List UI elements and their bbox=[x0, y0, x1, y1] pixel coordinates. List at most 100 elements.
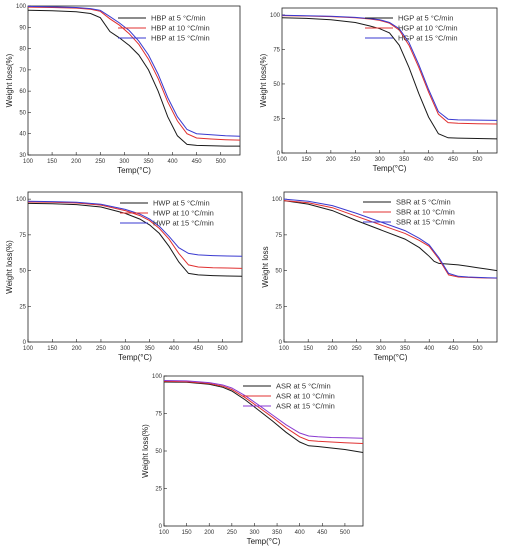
x-tick-label: 300 bbox=[375, 157, 386, 163]
legend-entry: ASR at 10 °C/min bbox=[276, 392, 335, 401]
legend-entry: HGP at 15 °C/min bbox=[398, 34, 458, 43]
y-tick-label: 100 bbox=[16, 4, 27, 10]
legend-entry: HGP at 5 °C/min bbox=[398, 14, 453, 23]
x-tick-label: 400 bbox=[295, 530, 306, 536]
x-tick-label: 100 bbox=[279, 346, 290, 352]
x-tick-label: 250 bbox=[352, 346, 363, 352]
y-tick-label: 25 bbox=[19, 304, 26, 310]
x-tick-label: 450 bbox=[193, 346, 204, 352]
y-tick-label: 100 bbox=[16, 197, 27, 203]
series-line-1 bbox=[163, 381, 364, 453]
y-axis-label: Weight loss(%) bbox=[5, 53, 14, 107]
legend-entry: ASR at 5 °C/min bbox=[276, 382, 331, 391]
chart-4: 100 150 200 250 300 350 400 450 500 0 25 50 75 100 Tem… bbox=[261, 191, 498, 362]
legend-entry: ASR at 15 °C/min bbox=[276, 402, 335, 411]
x-tick-label: 300 bbox=[119, 159, 130, 165]
x-tick-label: 150 bbox=[182, 530, 193, 536]
x-tick-label: 350 bbox=[143, 159, 154, 165]
x-tick-label: 200 bbox=[204, 530, 215, 536]
x-tick-label: 350 bbox=[399, 157, 410, 163]
y-tick-label: 60 bbox=[19, 89, 26, 95]
x-tick-label: 350 bbox=[272, 530, 283, 536]
y-tick-label: 75 bbox=[275, 233, 282, 239]
y-tick-label: 80 bbox=[19, 47, 26, 53]
x-tick-label: 200 bbox=[326, 157, 337, 163]
y-tick-label: 0 bbox=[159, 524, 163, 530]
plot-area bbox=[163, 375, 364, 527]
legend-entry: SBR at 10 °C/min bbox=[396, 208, 455, 217]
y-tick-label: 0 bbox=[277, 151, 281, 157]
x-tick-label: 150 bbox=[47, 346, 58, 352]
x-tick-label: 200 bbox=[71, 159, 82, 165]
y-tick-label: 0 bbox=[23, 340, 27, 346]
x-tick-label: 150 bbox=[47, 159, 58, 165]
series-line-3 bbox=[27, 200, 243, 257]
x-tick-label: 150 bbox=[303, 346, 314, 352]
x-tick-label: 250 bbox=[227, 530, 238, 536]
series-line-3 bbox=[283, 198, 498, 279]
x-tick-label: 450 bbox=[192, 159, 203, 165]
x-tick-label: 400 bbox=[169, 346, 180, 352]
y-tick-label: 0 bbox=[279, 340, 283, 346]
plot-area bbox=[27, 5, 241, 156]
x-tick-label: 100 bbox=[23, 346, 34, 352]
legend-entry: HBP at 10 °C/min bbox=[151, 24, 210, 33]
x-tick-label: 250 bbox=[95, 159, 106, 165]
x-tick-label: 250 bbox=[350, 157, 361, 163]
y-tick-label: 75 bbox=[155, 412, 162, 418]
legend-entry: SBR at 5 °C/min bbox=[396, 198, 451, 207]
legend-entry: HWP at 10 °C/min bbox=[153, 209, 214, 218]
y-tick-label: 100 bbox=[272, 197, 283, 203]
y-tick-label: 25 bbox=[155, 487, 162, 493]
y-axis-label: Weight loss(%) bbox=[141, 424, 150, 478]
y-tick-label: 100 bbox=[270, 13, 281, 19]
y-tick-label: 50 bbox=[273, 82, 280, 88]
plot-area bbox=[283, 191, 498, 343]
x-tick-label: 150 bbox=[301, 157, 312, 163]
x-tick-label: 100 bbox=[23, 159, 34, 165]
x-tick-label: 100 bbox=[277, 157, 288, 163]
chart-5: 100 150 200 250 300 350 400 450 500 0 25 50 75 100 Tem… bbox=[141, 374, 364, 546]
y-tick-label: 70 bbox=[19, 68, 26, 74]
y-tick-label: 75 bbox=[19, 233, 26, 239]
x-tick-label: 350 bbox=[145, 346, 156, 352]
x-axis-label: Temp(°C) bbox=[373, 164, 407, 173]
x-tick-label: 400 bbox=[424, 157, 435, 163]
series-line-2 bbox=[163, 380, 364, 444]
y-tick-label: 50 bbox=[19, 269, 26, 275]
y-tick-label: 50 bbox=[19, 110, 26, 116]
y-tick-label: 50 bbox=[275, 269, 282, 275]
x-axis-label: Temp(°C) bbox=[118, 353, 152, 362]
x-tick-label: 250 bbox=[96, 346, 107, 352]
legend-entry: SBR at 15 °C/min bbox=[396, 218, 455, 227]
x-tick-label: 500 bbox=[216, 159, 227, 165]
series-line-3 bbox=[281, 14, 498, 121]
series-line-1 bbox=[27, 202, 243, 277]
x-tick-label: 500 bbox=[340, 530, 351, 536]
series-line-2 bbox=[27, 6, 241, 141]
series-line-1 bbox=[27, 9, 240, 147]
y-tick-label: 90 bbox=[19, 25, 26, 31]
y-tick-label: 40 bbox=[19, 132, 26, 138]
x-axis-label: Temp(°C) bbox=[247, 537, 281, 546]
y-tick-label: 50 bbox=[155, 449, 162, 455]
chart-2: 100 150 200 250 300 350 400 450 500 0 25 50 75 100 Tem… bbox=[259, 7, 498, 173]
y-tick-label: 30 bbox=[19, 153, 26, 159]
chart-3: 100 150 200 250 300 350 400 450 500 0 25 50 75 100 Tem… bbox=[5, 191, 243, 362]
series-line-1 bbox=[283, 200, 498, 272]
x-tick-label: 500 bbox=[218, 346, 229, 352]
x-tick-label: 500 bbox=[473, 346, 484, 352]
legend-entry: HWP at 5 °C/min bbox=[153, 199, 210, 208]
x-tick-label: 400 bbox=[168, 159, 179, 165]
x-tick-label: 500 bbox=[472, 157, 483, 163]
x-tick-label: 350 bbox=[400, 346, 411, 352]
x-axis-label: Temp(°C) bbox=[374, 353, 408, 362]
x-tick-label: 200 bbox=[72, 346, 83, 352]
y-axis-label: Weight loss bbox=[261, 246, 270, 287]
legend-entry: HBP at 5 °C/min bbox=[151, 14, 206, 23]
series-line-3 bbox=[27, 5, 241, 137]
